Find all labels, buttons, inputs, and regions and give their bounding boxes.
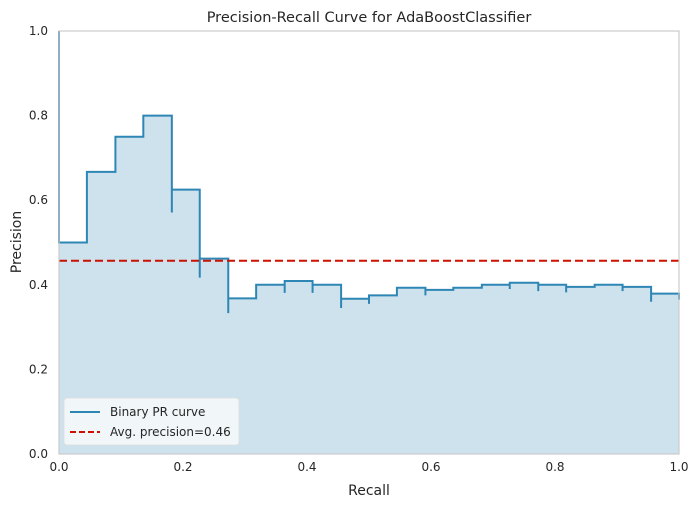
x-tick-label: 0.4 — [297, 460, 316, 474]
x-tick-label: 0.2 — [173, 460, 192, 474]
y-tick-label: 0.8 — [29, 109, 48, 123]
y-tick-label: 0.6 — [29, 193, 48, 207]
y-tick-label: 0.4 — [29, 278, 48, 292]
y-tick-label: 1.0 — [29, 24, 48, 38]
legend-label-avg-precision: Avg. precision=0.46 — [110, 425, 231, 439]
chart-title: Precision-Recall Curve for AdaBoostClass… — [207, 10, 532, 26]
legend: Binary PR curve Avg. precision=0.46 — [63, 397, 240, 446]
x-axis-ticks: 0.0 0.2 0.4 0.6 0.8 1.0 — [49, 460, 688, 474]
x-axis-label: Recall — [348, 483, 390, 499]
legend-label-pr-curve: Binary PR curve — [110, 405, 205, 419]
y-tick-label: 0.2 — [29, 362, 48, 376]
plot-frame — [58, 30, 680, 455]
legend-box — [63, 397, 240, 446]
pr-area-fill — [59, 31, 679, 454]
x-tick-label: 1.0 — [669, 460, 688, 474]
pr-curve-line — [58, 31, 680, 314]
plot-area — [58, 30, 680, 455]
x-tick-label: 0.8 — [545, 460, 564, 474]
y-axis-label: Precision — [9, 211, 25, 273]
x-tick-label: 0.0 — [49, 460, 68, 474]
y-axis-ticks: 0.0 0.2 0.4 0.6 0.8 1.0 — [29, 24, 48, 461]
x-tick-label: 0.6 — [421, 460, 440, 474]
y-tick-label: 0.0 — [29, 447, 48, 461]
